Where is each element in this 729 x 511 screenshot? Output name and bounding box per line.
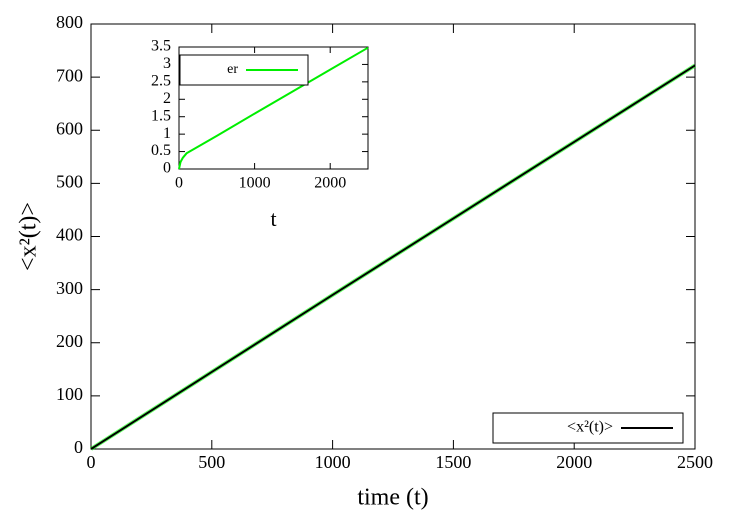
- x-axis-label: time (t): [357, 485, 428, 511]
- legend-label: <x²(t)>: [567, 419, 613, 436]
- x-tick-label: 2500: [677, 452, 713, 472]
- x-axis-label: t: [270, 206, 276, 231]
- y-tick-label: 0: [163, 160, 171, 177]
- y-tick-label: 200: [56, 331, 83, 351]
- x-tick-label: 500: [198, 452, 225, 472]
- x-tick-label: 0: [87, 452, 96, 472]
- y-tick-label: 600: [56, 118, 83, 138]
- y-tick-label: 400: [56, 225, 83, 245]
- y-tick-label: 0.5: [151, 142, 171, 159]
- y-axis-label: <x²(t)>: [16, 202, 42, 271]
- x-tick-label: 1500: [435, 452, 471, 472]
- legend-label: er: [227, 62, 238, 77]
- x-tick-label: 1000: [239, 175, 271, 192]
- y-tick-label: 1: [163, 125, 171, 142]
- y-tick-label: 3.5: [151, 38, 171, 55]
- x-tick-label: 2000: [314, 175, 346, 192]
- x-tick-label: 2000: [556, 452, 592, 472]
- y-tick-label: 700: [56, 65, 83, 85]
- series-line: [90, 64, 696, 450]
- y-tick-label: 3: [163, 55, 171, 72]
- y-tick-label: 800: [56, 12, 83, 32]
- y-tick-label: 1.5: [151, 107, 171, 124]
- series-line: [178, 46, 369, 170]
- y-tick-label: 2.5: [151, 73, 171, 90]
- y-tick-label: 500: [56, 172, 83, 192]
- x-tick-label: 0: [175, 175, 183, 192]
- y-tick-label: 300: [56, 278, 83, 298]
- y-tick-label: 2: [163, 90, 171, 107]
- y-tick-label: 100: [56, 384, 83, 404]
- y-tick-label: 0: [74, 437, 83, 457]
- x-tick-label: 1000: [315, 452, 351, 472]
